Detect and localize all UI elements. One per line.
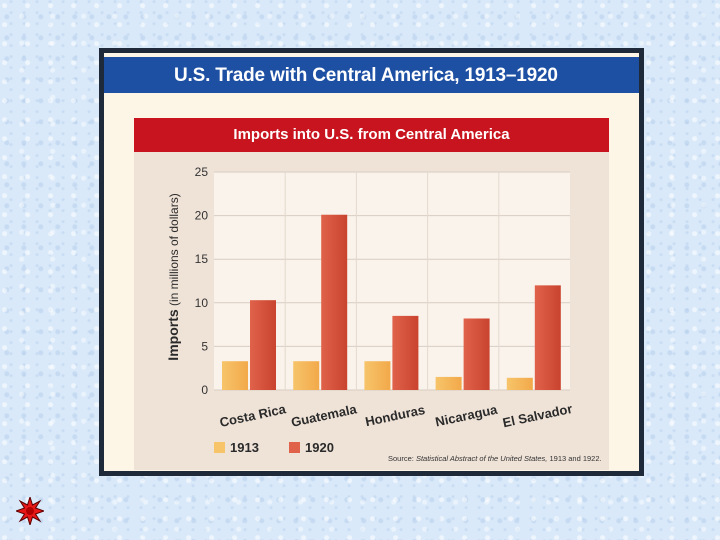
category-labels: Costa Rica Guatemala Honduras Nicaragua El S… <box>218 401 573 430</box>
source-title: Statistical Abstract of the United State… <box>416 454 547 463</box>
bar-el-salvador-1913 <box>506 377 533 390</box>
chart-panel: Imports into U.S. from Central America 0… <box>134 118 609 470</box>
bar-costa-rica-1913 <box>222 361 248 390</box>
slide-title: U.S. Trade with Central America, 1913–19… <box>174 65 558 86</box>
y-tick-label-10: 10 <box>195 296 209 310</box>
source-label: Source: <box>388 454 416 463</box>
source-years: 1913 and 1922. <box>547 454 601 463</box>
chart-title-bar: Imports into U.S. from Central America <box>134 118 609 152</box>
chart-frame: U.S. Trade with Central America, 1913–19… <box>99 48 644 476</box>
y-tick-label-20: 20 <box>195 209 209 223</box>
bar-guatemala-1913 <box>293 361 320 390</box>
bar-guatemala-1920 <box>321 214 348 390</box>
chart-card: U.S. Trade with Central America, 1913–19… <box>104 53 639 471</box>
legend-swatch-1913 <box>214 442 225 453</box>
bar-honduras-1913 <box>364 361 391 390</box>
y-axis-label-bold: Imports <box>165 309 181 361</box>
y-axis-label-rest: (in millions of dollars) <box>167 193 181 309</box>
star-burst-icon[interactable] <box>16 497 44 525</box>
category-label-nicaragua: Nicaragua <box>434 402 499 430</box>
bar-el-salvador-1920 <box>534 285 561 390</box>
source-note: Source: Statistical Abstract of the Unit… <box>388 454 602 463</box>
bar-nicaragua-1920 <box>463 318 490 390</box>
y-tick-label-15: 15 <box>195 252 209 266</box>
y-tick-label-25: 25 <box>195 165 209 179</box>
title-bar: U.S. Trade with Central America, 1913–19… <box>104 57 639 93</box>
legend: 1913 1920 <box>214 440 334 455</box>
legend-label-1920: 1920 <box>305 440 334 455</box>
bar-chart: 0 5 10 15 20 25 Costa Rica Guatemala Honduras Ni… <box>165 165 602 463</box>
category-label-guatemala: Guatemala <box>290 401 359 430</box>
category-label-honduras: Honduras <box>364 402 426 429</box>
legend-swatch-1920 <box>289 442 300 453</box>
bar-costa-rica-1920 <box>250 300 276 390</box>
bar-honduras-1920 <box>392 315 419 390</box>
legend-label-1913: 1913 <box>230 440 259 455</box>
category-label-el-salvador: El Salvador <box>501 401 573 430</box>
bar-layer <box>222 214 561 390</box>
bar-nicaragua-1913 <box>435 376 462 390</box>
y-tick-label-0: 0 <box>201 383 208 397</box>
y-axis-label: Imports (in millions of dollars) <box>165 193 181 360</box>
chart-title: Imports into U.S. from Central America <box>233 126 510 143</box>
y-tick-label-5: 5 <box>201 339 208 353</box>
category-label-costa-rica: Costa Rica <box>218 401 288 430</box>
y-tick-labels: 0 5 10 15 20 25 <box>195 165 209 397</box>
